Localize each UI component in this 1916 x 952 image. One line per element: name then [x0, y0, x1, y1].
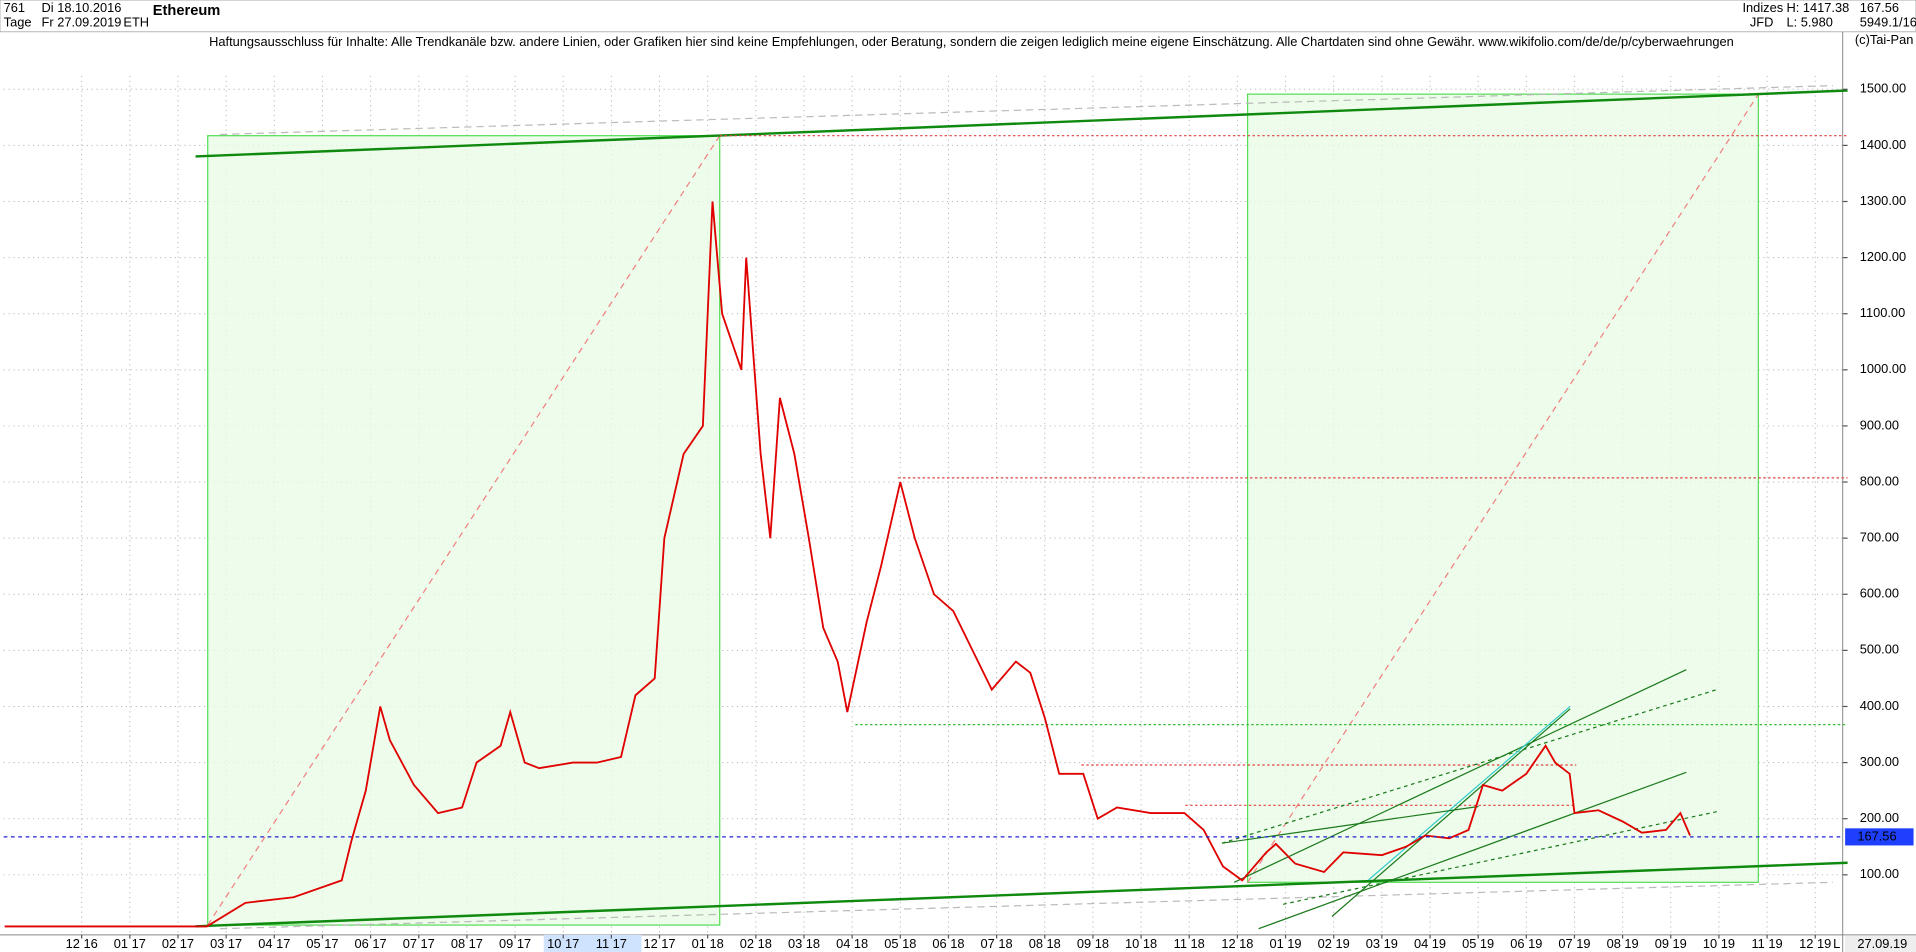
annotations	[195, 84, 1848, 930]
x-tick-label: 04 19	[1414, 936, 1446, 951]
x-tick-label: 01 19	[1269, 936, 1301, 951]
x-tick-label: 07 18	[981, 936, 1013, 951]
x-tick-label: 06 19	[1510, 936, 1542, 951]
instrument-name: Ethereum	[153, 3, 221, 19]
x-tick-label: 03 17	[210, 936, 242, 951]
y-tick-label: 900.00	[1860, 417, 1899, 432]
y-tick-label: 800.00	[1860, 473, 1899, 488]
plot	[3, 201, 1843, 928]
x-tick-label: 05 18	[884, 936, 916, 951]
broker: JFD	[1750, 15, 1774, 30]
y-tick-label: 1200.00	[1860, 249, 1906, 264]
group: Indizes	[1742, 0, 1783, 15]
x-tick-label: 06 18	[932, 936, 964, 951]
x-tick-label: 10 17	[547, 936, 579, 951]
x-tick-label: 12 16	[66, 936, 98, 951]
last-price-box	[1845, 828, 1914, 846]
x-tick-label: 07 17	[403, 936, 435, 951]
high: H: 1417.38	[1786, 0, 1849, 15]
x-tick-label: 01 18	[692, 936, 724, 951]
y-tick-label: 600.00	[1860, 586, 1899, 601]
x-tick-label: 12 18	[1221, 936, 1253, 951]
grid	[3, 75, 1843, 935]
x-tick-label: 12 19	[1799, 936, 1831, 951]
x-tick-label: 11 19	[1752, 936, 1783, 951]
y-tick-label: 1300.00	[1860, 193, 1906, 208]
trend-line	[219, 84, 1833, 136]
trend-line	[195, 89, 1848, 158]
fan-line	[1282, 810, 1719, 905]
copyright: (c)Tai-Pan	[1855, 32, 1913, 47]
extra-info: 5949.1/16	[1860, 15, 1916, 30]
last-date-label: 27.09.19	[1857, 936, 1907, 951]
y-tick-label: 100.00	[1860, 866, 1899, 881]
x-tick-label: 02 19	[1318, 936, 1350, 951]
trend-line	[219, 881, 1833, 930]
x-tick-label: 10 19	[1703, 936, 1735, 951]
end-date[interactable]: Fr 27.09.2019	[42, 15, 122, 30]
x-tick-label: 10 18	[1125, 936, 1157, 951]
last-price-label: 167.56	[1857, 828, 1896, 843]
x-tick-label: 08 18	[1029, 936, 1061, 951]
x-tick-label: 09 17	[499, 936, 531, 951]
period[interactable]: Tage	[4, 15, 32, 30]
fan-line	[1331, 708, 1571, 917]
x-tick-label: 09 18	[1077, 936, 1109, 951]
last-price: 167.56	[1860, 0, 1899, 15]
header-bar	[0, 0, 1916, 33]
x-tick-label: 02 18	[740, 936, 772, 951]
x-tick-label: 12 17	[643, 936, 675, 951]
bars-count[interactable]: 761	[4, 0, 25, 15]
x-tick-label: 03 18	[788, 936, 820, 951]
fan-line	[1368, 705, 1571, 881]
y-tick-label: 1400.00	[1860, 137, 1906, 152]
scale-mode: L	[1833, 936, 1840, 951]
x-tick-label: 08 17	[451, 936, 483, 951]
start-date[interactable]: Di 18.10.2016	[42, 0, 122, 15]
y-tick-label: 300.00	[1860, 754, 1899, 769]
y-tick-label: 700.00	[1860, 530, 1899, 545]
low: L: 5.980	[1786, 15, 1832, 30]
diagonal	[1247, 93, 1759, 883]
y-tick-label: 1100.00	[1860, 305, 1905, 320]
last-date-box	[1845, 936, 1916, 952]
axis-highlight	[543, 934, 642, 952]
disclaimer: Haftungsausschluss für Inhalte: Alle Tre…	[209, 34, 1734, 49]
fan-line	[1258, 771, 1687, 930]
trend-line	[195, 861, 1848, 928]
x-tick-label: 05 17	[306, 936, 338, 951]
y-tick-label: 1000.00	[1860, 361, 1906, 376]
x-tick-label: 06 17	[355, 936, 387, 951]
x-tick-label: 02 17	[162, 936, 194, 951]
fan-line	[1233, 669, 1687, 883]
x-tick-label: 03 19	[1366, 936, 1398, 951]
y-tick-label: 200.00	[1860, 810, 1899, 825]
price-line	[4, 201, 1691, 928]
y-tick-label: 500.00	[1860, 642, 1899, 657]
fan-line	[1221, 688, 1719, 844]
x-tick-label: 04 18	[836, 936, 868, 951]
x-tick-label: 01 17	[114, 936, 146, 951]
x-tick-label: 09 19	[1655, 936, 1687, 951]
diagonal	[207, 135, 721, 926]
x-tick-label: 07 19	[1558, 936, 1590, 951]
x-tick-label: 11 17	[596, 936, 627, 951]
x-tick-label: 08 19	[1607, 936, 1639, 951]
x-tick-label: 04 17	[258, 936, 290, 951]
y-tick-label: 1500.00	[1860, 81, 1906, 96]
symbol: ETH	[123, 15, 149, 30]
x-tick-label: 11 18	[1174, 936, 1205, 951]
y-tick-label: 400.00	[1860, 698, 1899, 713]
range-box	[207, 135, 721, 926]
x-tick-label: 05 19	[1462, 936, 1494, 951]
